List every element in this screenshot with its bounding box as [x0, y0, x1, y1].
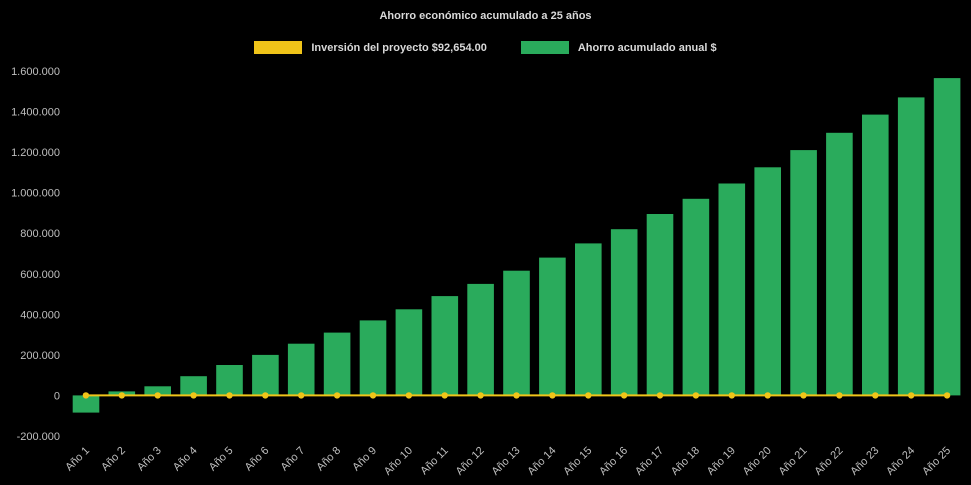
- bar: [180, 376, 207, 396]
- bar: [467, 283, 494, 396]
- line-marker-icon: [405, 392, 413, 399]
- bar: [216, 365, 243, 396]
- line-marker-icon: [226, 392, 233, 399]
- bar: [287, 343, 315, 396]
- line-marker-icon: [190, 392, 197, 399]
- bar: [144, 386, 171, 396]
- bar: [718, 183, 746, 396]
- x-axis-label: Año 23: [848, 445, 881, 478]
- legend-label: Ahorro acumulado anual $: [577, 41, 717, 54]
- bar: [610, 229, 638, 396]
- line-marker-icon: [943, 392, 951, 399]
- bar: [395, 309, 423, 396]
- x-axis-label: Año 7: [279, 445, 308, 474]
- x-axis-label: Año 8: [314, 445, 343, 474]
- x-axis-label: Año 22: [812, 445, 845, 478]
- line-marker-icon: [728, 392, 735, 399]
- bar: [862, 114, 889, 396]
- line-marker-icon: [692, 392, 700, 399]
- bar: [323, 332, 351, 396]
- x-axis-label: Año 13: [489, 445, 522, 478]
- x-axis-label: Año 17: [633, 445, 666, 478]
- x-axis-label: Año 20: [741, 445, 774, 478]
- x-axis-label: Año 14: [525, 445, 558, 478]
- x-axis-label: Año 19: [705, 445, 738, 478]
- line-marker-icon: [513, 392, 520, 399]
- bar: [431, 296, 459, 396]
- line-marker-icon: [333, 392, 341, 399]
- line-marker-icon: [477, 392, 484, 399]
- y-axis-label: 1.600.000: [11, 66, 60, 78]
- line-marker-icon: [441, 392, 448, 399]
- x-axis-label: Año 5: [207, 445, 236, 474]
- y-axis-label: 0: [54, 390, 60, 402]
- legend-item: Inversión del proyecto $92,654.00: [254, 41, 487, 54]
- y-axis-label: 1.000.000: [11, 188, 60, 200]
- y-axis-label: 800.000: [20, 228, 60, 240]
- line-marker-icon: [154, 392, 161, 399]
- bar: [539, 257, 566, 396]
- y-axis-label: -200.000: [17, 431, 60, 443]
- line-marker-icon: [82, 392, 90, 399]
- line-marker-icon: [118, 392, 126, 399]
- line-marker-icon: [908, 392, 915, 399]
- x-axis-label: Año 10: [382, 445, 415, 478]
- y-axis-label: 1.200.000: [11, 147, 60, 159]
- legend-swatch-icon: [520, 41, 569, 54]
- x-axis-label: Año 18: [669, 445, 702, 478]
- bar: [754, 167, 781, 396]
- bar: [359, 320, 387, 396]
- bar: [72, 395, 100, 413]
- chart-title: Ahorro económico acumulado a 25 años: [379, 10, 592, 22]
- line-marker-icon: [585, 392, 592, 399]
- x-axis-label: Año 6: [243, 445, 272, 474]
- y-axis-label: 200.000: [20, 350, 60, 362]
- line-marker-icon: [620, 392, 628, 399]
- x-axis-label: Año 12: [454, 445, 487, 478]
- bar: [682, 198, 710, 396]
- x-axis-label: Año 21: [776, 445, 809, 478]
- legend: Inversión del proyecto $92,654.00 Ahorro …: [0, 41, 971, 54]
- x-axis-label: Año 16: [597, 445, 630, 478]
- line-marker-icon: [298, 392, 305, 399]
- x-axis-label: Año 2: [99, 445, 128, 474]
- x-axis-label: Año 1: [63, 445, 92, 474]
- bar: [503, 270, 530, 396]
- legend-label: Inversión del proyecto $92,654.00: [311, 41, 487, 54]
- bar: [790, 150, 817, 396]
- bar: [646, 214, 674, 396]
- x-axis-label: Año 15: [561, 445, 594, 478]
- x-axis-label: Año 11: [418, 445, 451, 478]
- line-marker-icon: [369, 392, 377, 399]
- y-axis-label: 1.400.000: [11, 107, 60, 119]
- line-marker-icon: [872, 392, 879, 399]
- line-marker-icon: [549, 392, 556, 399]
- bar: [933, 78, 961, 396]
- y-axis-label: 400.000: [20, 309, 60, 321]
- bar: [826, 132, 853, 396]
- bar: [575, 243, 602, 396]
- x-axis-label: Año 4: [171, 445, 200, 474]
- legend-item: Ahorro acumulado anual $: [520, 41, 717, 54]
- line-marker-icon: [262, 392, 269, 399]
- x-axis-label: Año 3: [135, 445, 164, 474]
- line-marker-icon: [800, 392, 807, 399]
- x-axis-label: Año 24: [884, 445, 917, 478]
- x-axis-label: Año 9: [350, 445, 379, 474]
- x-axis-label: Año 25: [920, 445, 953, 478]
- legend-swatch-icon: [254, 41, 303, 54]
- y-axis-label: 600.000: [20, 269, 60, 281]
- bar: [897, 97, 925, 396]
- line-marker-icon: [764, 392, 771, 399]
- line-marker-icon: [656, 392, 664, 399]
- bar: [252, 354, 279, 396]
- line-marker-icon: [836, 392, 843, 399]
